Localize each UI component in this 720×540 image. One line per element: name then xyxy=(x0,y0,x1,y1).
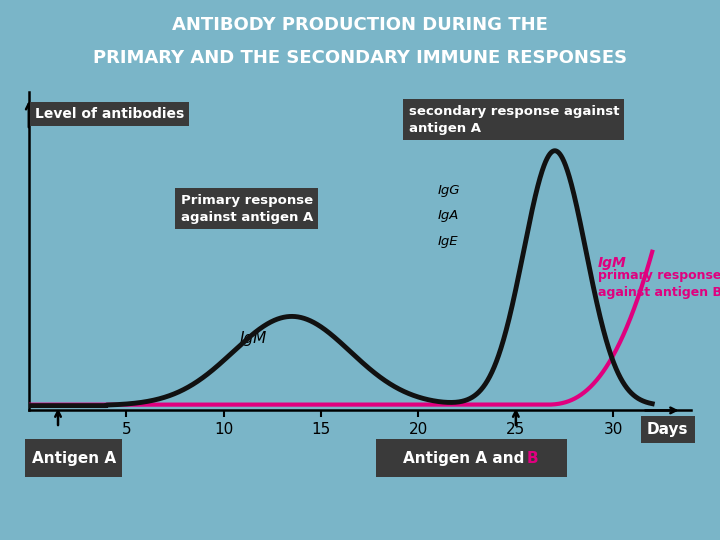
Text: IgM: IgM xyxy=(598,256,626,270)
Text: IgA: IgA xyxy=(438,209,459,222)
Text: IgM: IgM xyxy=(239,332,266,347)
Text: IgG: IgG xyxy=(438,184,460,197)
Text: IgE: IgE xyxy=(438,235,459,248)
Text: primary response
against antigen B: primary response against antigen B xyxy=(598,269,720,299)
Text: Antigen A: Antigen A xyxy=(32,451,116,465)
Text: B: B xyxy=(526,451,538,465)
FancyBboxPatch shape xyxy=(376,439,567,477)
Text: Antigen A and: Antigen A and xyxy=(403,451,529,465)
Text: PRIMARY AND THE SECONDARY IMMUNE RESPONSES: PRIMARY AND THE SECONDARY IMMUNE RESPONS… xyxy=(93,49,627,66)
Text: secondary response against
antigen A: secondary response against antigen A xyxy=(409,105,619,134)
Text: ANTIBODY PRODUCTION DURING THE: ANTIBODY PRODUCTION DURING THE xyxy=(172,16,548,34)
FancyBboxPatch shape xyxy=(25,439,122,477)
Text: Primary response
against antigen A: Primary response against antigen A xyxy=(181,194,313,224)
Text: Days: Days xyxy=(647,422,688,437)
Text: Level of antibodies: Level of antibodies xyxy=(35,107,184,121)
